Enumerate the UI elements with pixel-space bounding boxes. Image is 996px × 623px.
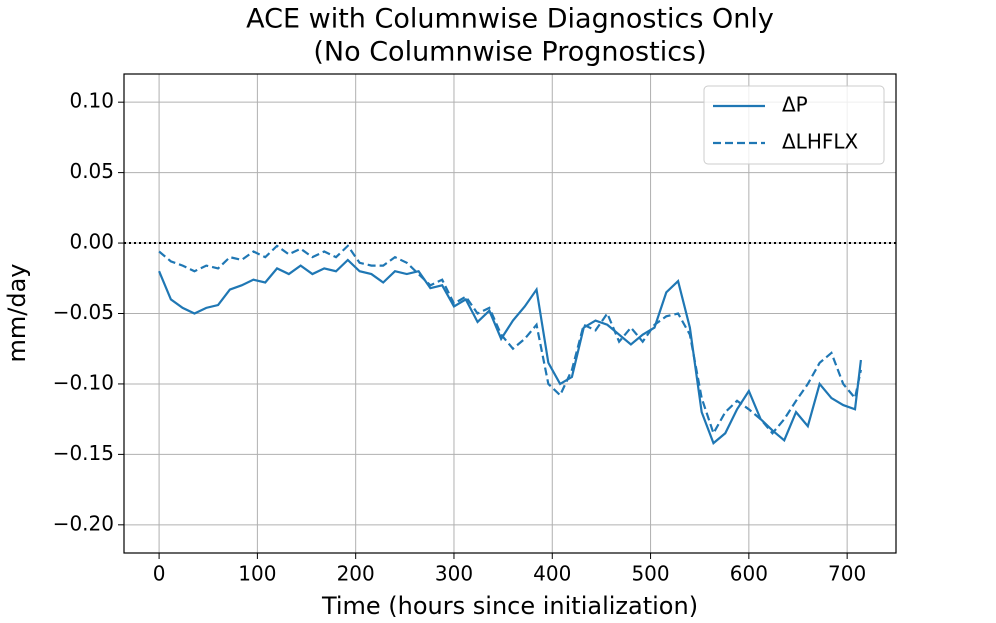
x-tick-label: 0 [153, 562, 166, 586]
y-tick-label: 0.05 [69, 159, 114, 183]
plot-frame [123, 73, 897, 554]
x-tick-label: 300 [435, 562, 473, 586]
x-tick-label: 600 [730, 562, 768, 586]
legend: ΔP ΔLHFLX [703, 85, 885, 165]
x-tick-label: 100 [238, 562, 276, 586]
y-axis-label: mm/day [3, 264, 31, 363]
x-tick-label: 400 [533, 562, 571, 586]
y-tick-label: 0.10 [69, 89, 114, 113]
x-tick-label: 500 [631, 562, 669, 586]
y-tick-label: −0.15 [53, 441, 114, 465]
chart-title: ACE with Columnwise Diagnostics Only [246, 4, 774, 35]
legend-label: ΔP [782, 93, 808, 117]
chart-subtitle: (No Columnwise Prognostics) [313, 37, 706, 68]
y-tick-label: −0.20 [53, 511, 114, 535]
data-line [158, 258, 863, 445]
y-tick-label: −0.05 [53, 300, 114, 324]
legend-label: ΔLHFLX [782, 130, 859, 154]
data-line [158, 244, 862, 436]
y-tick-label: −0.10 [53, 370, 114, 394]
x-tick-label: 700 [828, 562, 866, 586]
x-tick-label: 200 [337, 562, 375, 586]
x-axis-label: Time (hours since initialization) [321, 592, 698, 620]
y-tick-label: 0.00 [69, 230, 114, 254]
